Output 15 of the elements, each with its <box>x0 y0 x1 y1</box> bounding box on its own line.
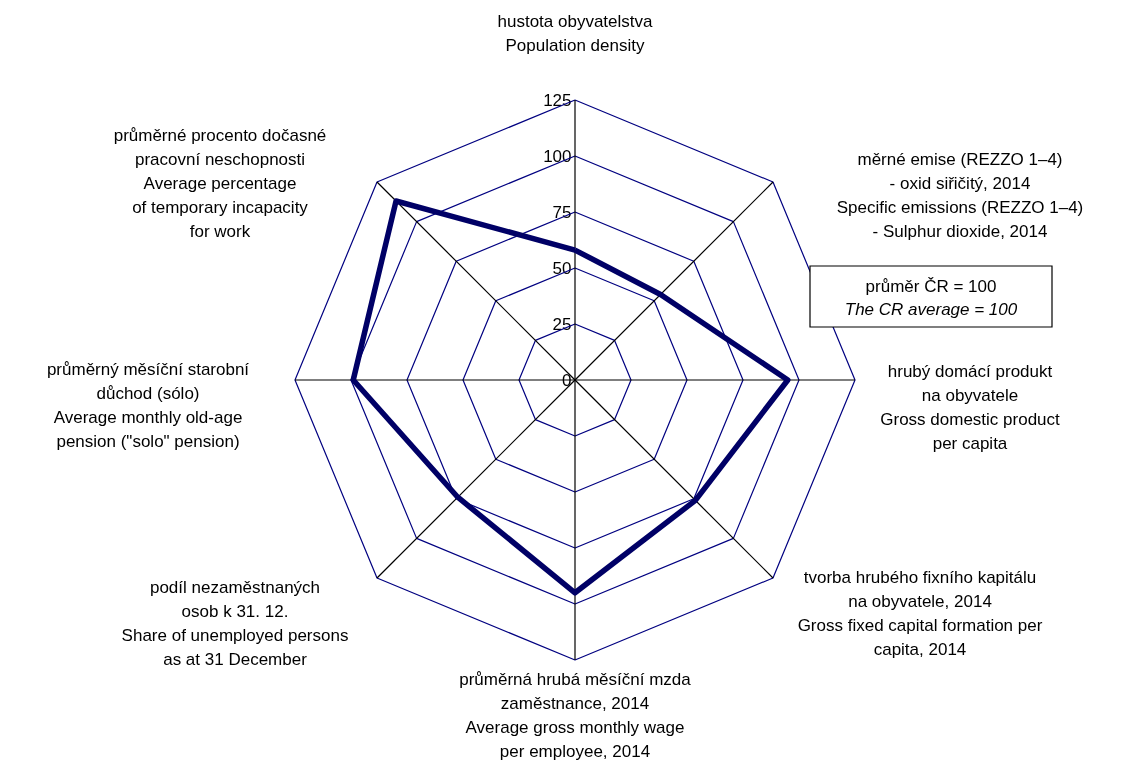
y-tick-label: 50 <box>552 258 572 278</box>
y-tick-label: 100 <box>543 146 572 166</box>
spoke-label: průměrné procento dočasné pracovní neschopnosti Average percentage of temporary incapacity for work <box>113 126 327 241</box>
spoke-label: průměrný měsíční starobní důchod (sólo) Average monthly old-age pension ("solo" pension) <box>46 360 250 451</box>
text: průměr ČR = 100 The CR average = 100 <box>844 277 1018 319</box>
spoke-label: měrné emise (REZZO 1–4) - oxid siřičitý, 2014 Specific emissions (REZZO 1–4) - Sulphur dioxide, 2014 <box>836 150 1084 241</box>
spoke-label: průměrná hrubá měsíční mzda zaměstnance, 2014 Average gross monthly wage per employee, 2014 <box>459 670 692 761</box>
spoke-label: hrubý domácí produkt na obyvatele Gross domestic product per capita <box>880 362 1061 453</box>
y-tick-label: 75 <box>552 202 572 222</box>
y-tick-label: 125 <box>543 90 572 110</box>
y-tick-label: 0 <box>562 370 572 390</box>
y-tick-label: 25 <box>552 314 572 334</box>
spoke-label: tvorba hrubého fixního kapitálu na obyvatele, 2014 Gross fixed capital formation per capita, 2014 <box>797 568 1043 659</box>
spoke-label: hustota obyvatelstva Population density <box>497 12 654 55</box>
spoke-label: podíl nezaměstnaných osob k 31. 12. Share of unemployed persons as at 31 December <box>121 578 349 669</box>
